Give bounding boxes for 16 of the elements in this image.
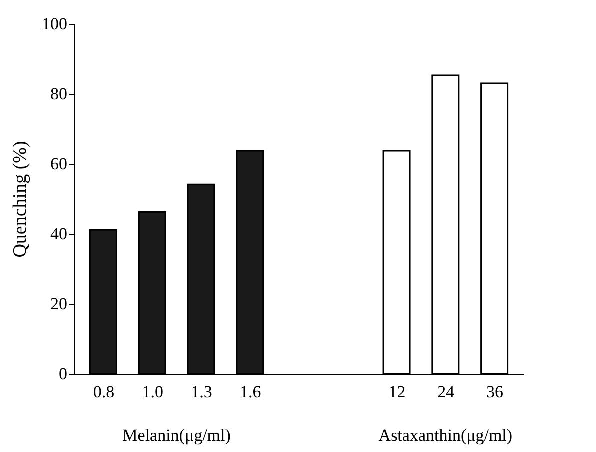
- text: Melanin(μg/ml): [122, 426, 231, 445]
- x-tick-label: 24: [438, 382, 456, 402]
- y-tick-label: 40: [50, 224, 68, 244]
- y-tick-label: 60: [50, 154, 68, 174]
- y-axis-title: Quenching (%): [10, 141, 31, 258]
- y-tick-label: 80: [50, 84, 68, 104]
- x-tick-label: 1.0: [142, 382, 164, 402]
- x-tick-label: 0.8: [93, 382, 115, 402]
- y-tick-label: 20: [50, 294, 68, 314]
- x-tick-label: 1.6: [240, 382, 262, 402]
- text: Astaxanthin(μg/ml): [378, 426, 513, 445]
- x-tick-label: 1.3: [191, 382, 212, 402]
- x-tick-label: 12: [388, 382, 406, 402]
- x-tick-label: 36: [486, 382, 504, 402]
- y-tick-label: 100: [42, 14, 68, 34]
- y-tick-label: 0: [59, 364, 68, 384]
